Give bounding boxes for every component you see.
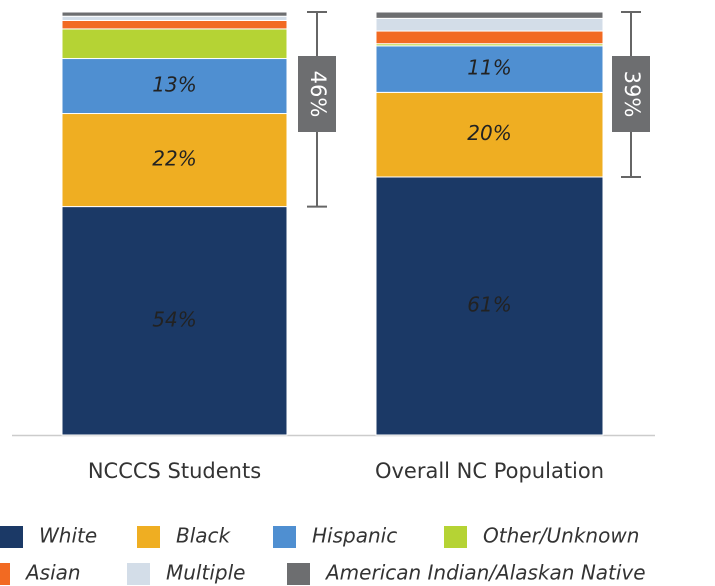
bar-segment [61, 113, 288, 208]
legend-label: Multiple [166, 561, 245, 585]
legend-label: Asian [24, 561, 81, 585]
value-label: 54% [152, 307, 196, 331]
bar-segment [61, 28, 288, 60]
legend-swatch [137, 526, 160, 548]
bar-segment [375, 30, 604, 45]
legend-swatch [287, 563, 310, 585]
bar-segment [375, 11, 604, 19]
legend-swatch [127, 563, 150, 585]
bar-segment [61, 19, 288, 30]
legend-swatch [0, 526, 23, 548]
bar-segment [375, 17, 604, 32]
x-tick-label: NCCCS Students [88, 459, 261, 483]
x-tick-label: Overall NC Population [375, 459, 604, 483]
value-label: 61% [467, 292, 511, 316]
bar-segment [375, 91, 604, 178]
value-label: 11% [467, 56, 511, 80]
bar-segment [375, 176, 604, 436]
legend-swatch [444, 526, 467, 548]
bar-segment [375, 45, 604, 93]
legend-label: Hispanic [312, 524, 397, 548]
value-label: 13% [152, 73, 196, 97]
legend-swatch [0, 563, 10, 585]
legend-label: Black [176, 524, 232, 548]
bar-segment [61, 11, 288, 17]
annotation: 46% [306, 71, 330, 118]
value-label: 22% [152, 147, 196, 171]
legend-label: Other/Unknown [483, 524, 639, 548]
legend-label: White [39, 524, 97, 548]
legend-label: American Indian/Alaskan Native [324, 561, 646, 585]
annotation: 39% [620, 71, 644, 118]
bar-segment [61, 15, 288, 21]
annotation-box [298, 56, 336, 132]
value-label: 20% [467, 121, 511, 145]
bar-segment [61, 206, 288, 436]
legend-swatch [273, 526, 296, 548]
annotation-box [612, 56, 650, 132]
